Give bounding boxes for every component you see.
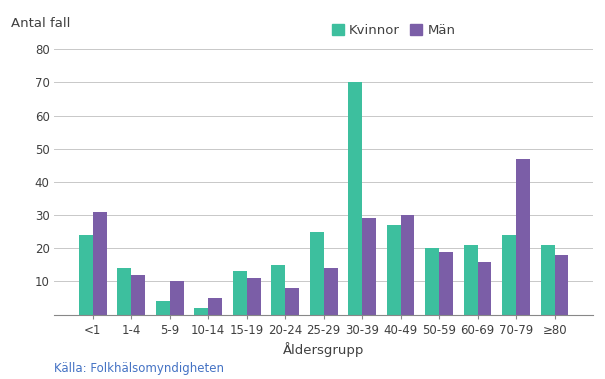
Bar (362, 218, 376, 315)
Bar (425, 248, 439, 315)
Bar (156, 301, 170, 315)
Bar (233, 271, 247, 315)
Bar (502, 235, 516, 315)
Bar (477, 262, 491, 315)
Bar (348, 82, 362, 315)
Bar (387, 225, 401, 315)
Bar (310, 232, 324, 315)
X-axis label: Åldersgrupp: Åldersgrupp (283, 342, 364, 357)
Bar (117, 268, 131, 315)
Legend: Kvinnor, Män: Kvinnor, Män (327, 19, 461, 42)
Bar (439, 252, 453, 315)
Bar (194, 308, 208, 315)
Bar (516, 159, 530, 315)
Bar (401, 215, 414, 315)
Bar (555, 255, 569, 315)
Bar (131, 275, 145, 315)
Bar (324, 268, 338, 315)
Bar (541, 245, 555, 315)
Bar (93, 212, 106, 315)
Bar (247, 278, 261, 315)
Bar (271, 265, 285, 315)
Bar (208, 298, 222, 315)
Text: Antal fall: Antal fall (11, 17, 71, 30)
Bar (79, 235, 93, 315)
Bar (285, 288, 299, 315)
Text: Källa: Folkhälsomyndigheten: Källa: Folkhälsomyndigheten (54, 362, 224, 375)
Bar (170, 281, 183, 315)
Bar (464, 245, 477, 315)
